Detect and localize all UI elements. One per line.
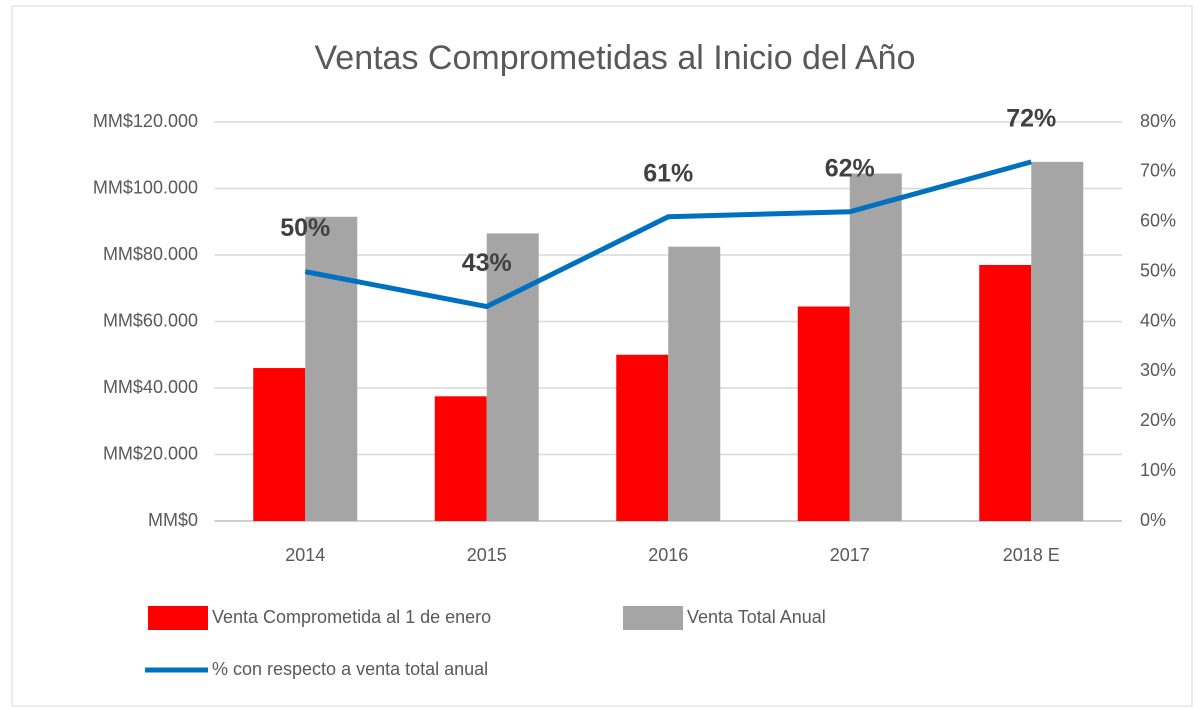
bar	[849, 173, 902, 521]
y2-tick-label: 60%	[1140, 211, 1176, 231]
y-tick-label: MM$120.000	[93, 111, 198, 131]
data-label: 72%	[1006, 105, 1056, 133]
y2-tick-label: 50%	[1140, 260, 1176, 280]
bar	[797, 306, 850, 521]
y2-tick-label: 80%	[1140, 111, 1176, 131]
y-tick-label: MM$20.000	[103, 443, 198, 463]
bar	[253, 368, 306, 521]
x-tick-label: 2016	[648, 545, 688, 565]
y-tick-label: MM$0	[148, 510, 198, 530]
legend-label: Venta Total Anual	[687, 607, 826, 627]
data-label: 62%	[825, 154, 875, 182]
data-label: 43%	[462, 249, 512, 277]
y-tick-label: MM$40.000	[103, 377, 198, 397]
x-tick-label: 2014	[285, 545, 325, 565]
line	[304, 159, 1032, 310]
y2-tick-label: 0%	[1140, 510, 1166, 530]
chart-title: Ventas Comprometidas al Inicio del Año	[314, 39, 915, 77]
bar	[668, 246, 721, 521]
data-label: 50%	[280, 214, 330, 242]
bar	[616, 354, 669, 521]
y2-tick-label: 30%	[1140, 360, 1176, 380]
y2-tick-label: 70%	[1140, 161, 1176, 181]
y-tick-label: MM$60.000	[103, 310, 198, 330]
bar	[434, 396, 487, 521]
bar	[486, 233, 539, 521]
y-tick-label: MM$100.000	[93, 177, 198, 197]
y2-tick-label: 10%	[1140, 460, 1176, 480]
y-tick-label: MM$80.000	[103, 244, 198, 264]
x-tick-label: 2018 E	[1003, 545, 1060, 565]
legend-label: % con respecto a venta total anual	[212, 659, 488, 679]
bar	[1031, 161, 1084, 521]
data-label: 61%	[643, 159, 693, 187]
x-tick-label: 2015	[467, 545, 507, 565]
bar	[979, 264, 1032, 521]
legend-swatch	[623, 606, 683, 630]
y2-tick-label: 40%	[1140, 310, 1176, 330]
y2-tick-label: 20%	[1140, 410, 1176, 430]
bar	[305, 216, 358, 521]
legend-swatch	[148, 606, 208, 630]
legend-label: Venta Comprometida al 1 de enero	[212, 607, 491, 627]
x-tick-label: 2017	[830, 545, 870, 565]
